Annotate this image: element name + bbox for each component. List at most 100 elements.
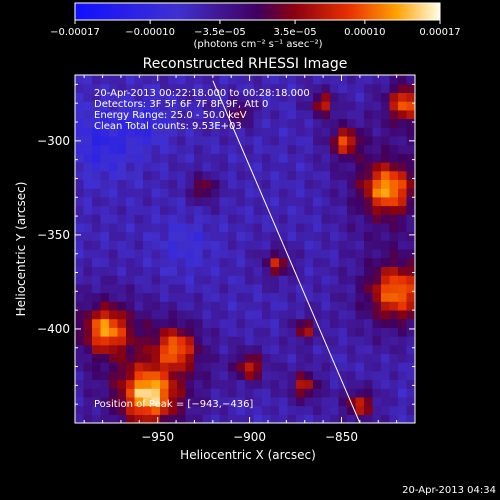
heatmap-cell (355, 344, 365, 354)
heatmap-cell (253, 170, 263, 180)
heatmap-cell (202, 196, 212, 207)
heatmap-cell (219, 118, 229, 128)
heatmap-cell (126, 275, 136, 285)
heatmap-cell (236, 336, 246, 346)
heatmap-cell (330, 188, 340, 198)
heatmap-cell (228, 170, 238, 180)
heatmap-cell (321, 370, 331, 381)
heatmap-cell (219, 275, 229, 285)
heatmap-cell (211, 127, 221, 137)
heatmap-cell (160, 231, 170, 241)
heatmap-cell (151, 179, 161, 189)
heatmap-cell (185, 283, 195, 294)
heatmap-cell (253, 92, 263, 102)
heatmap-cell (236, 205, 246, 215)
heatmap-cell (194, 127, 204, 137)
heatmap-cell (100, 170, 110, 180)
heatmap-cell (330, 83, 340, 93)
heatmap-cell (330, 344, 340, 354)
heatmap-cell (270, 231, 280, 241)
heatmap-cell (236, 101, 246, 111)
heatmap-cell (389, 101, 399, 111)
heatmap-cell (262, 414, 272, 423)
heatmap-cell (143, 309, 153, 320)
heatmap-cell (321, 222, 331, 233)
heatmap-cell (100, 240, 110, 250)
heatmap-cell (117, 396, 127, 407)
heatmap-cell (143, 170, 153, 180)
heatmap-cell (83, 240, 93, 250)
heatmap-cell (109, 318, 119, 328)
heatmap-cell (372, 414, 382, 423)
heatmap-cell (194, 379, 204, 389)
heatmap-cell (321, 327, 331, 337)
heatmap-cell (355, 414, 365, 423)
heatmap-cell (134, 231, 144, 241)
heatmap-cell (313, 336, 323, 346)
heatmap-cell (253, 275, 263, 285)
heatmap-cell (109, 83, 119, 93)
colorbar-units: (photons cm⁻² s⁻¹ asec⁻²) (193, 39, 322, 50)
heatmap-cell (296, 301, 306, 311)
heatmap-cell (389, 370, 399, 381)
heatmap-cell (117, 309, 127, 320)
heatmap-cell (143, 388, 153, 398)
heatmap-cell (262, 83, 272, 93)
heatmap-cell (202, 188, 212, 198)
heatmap-cell (194, 388, 204, 398)
heatmap-cell (253, 222, 263, 233)
heatmap-cell (338, 362, 348, 372)
heatmap-cell (134, 344, 144, 354)
heatmap-cell (236, 318, 246, 328)
heatmap-cell (406, 179, 415, 189)
heatmap-cell (270, 101, 280, 111)
heatmap-cell (287, 92, 297, 102)
heatmap-cell (168, 405, 178, 415)
heatmap-cell (236, 370, 246, 381)
heatmap-cell (168, 266, 178, 276)
heatmap-cell (134, 405, 144, 415)
heatmap-cell (117, 301, 127, 311)
heatmap-cell (296, 127, 306, 137)
heatmap-cell (109, 405, 119, 415)
heatmap-cell (117, 75, 127, 85)
heatmap-cell (168, 222, 178, 233)
heatmap-cell (287, 101, 297, 111)
heatmap-cell (270, 379, 280, 389)
y-tick-label: −400 (37, 322, 70, 336)
heatmap-cell (330, 327, 340, 337)
heatmap-cell (245, 318, 255, 328)
heatmap-cell (389, 344, 399, 354)
heatmap-cell (270, 127, 280, 137)
heatmap-cell (338, 118, 348, 128)
heatmap-cell (338, 405, 348, 415)
heatmap-cell (202, 144, 212, 154)
heatmap-cell (313, 118, 323, 128)
heatmap-cell (296, 275, 306, 285)
heatmap-cell (168, 275, 178, 285)
heatmap-cell (185, 188, 195, 198)
heatmap-cell (347, 179, 357, 189)
heatmap-cell (168, 83, 178, 93)
heatmap-cell (245, 353, 255, 363)
heatmap-cell (160, 405, 170, 415)
heatmap-cell (381, 127, 391, 137)
heatmap-cell (381, 135, 391, 146)
heatmap-cell (338, 214, 348, 224)
heatmap-cell (194, 92, 204, 102)
heatmap-cell (296, 370, 306, 381)
heatmap-cell (381, 283, 391, 294)
heatmap-cell (177, 231, 187, 241)
heatmap-cell (75, 388, 85, 398)
heatmap-cell (262, 362, 272, 372)
heatmap-cell (143, 83, 153, 93)
heatmap-cell (381, 370, 391, 381)
heatmap-cell (126, 75, 136, 85)
heatmap-cell (270, 188, 280, 198)
heatmap-cell (347, 405, 357, 415)
heatmap-cell (347, 249, 357, 259)
heatmap-cell (202, 275, 212, 285)
heatmap-cell (313, 344, 323, 354)
heatmap-cell (381, 83, 391, 93)
heatmap-cell (160, 101, 170, 111)
